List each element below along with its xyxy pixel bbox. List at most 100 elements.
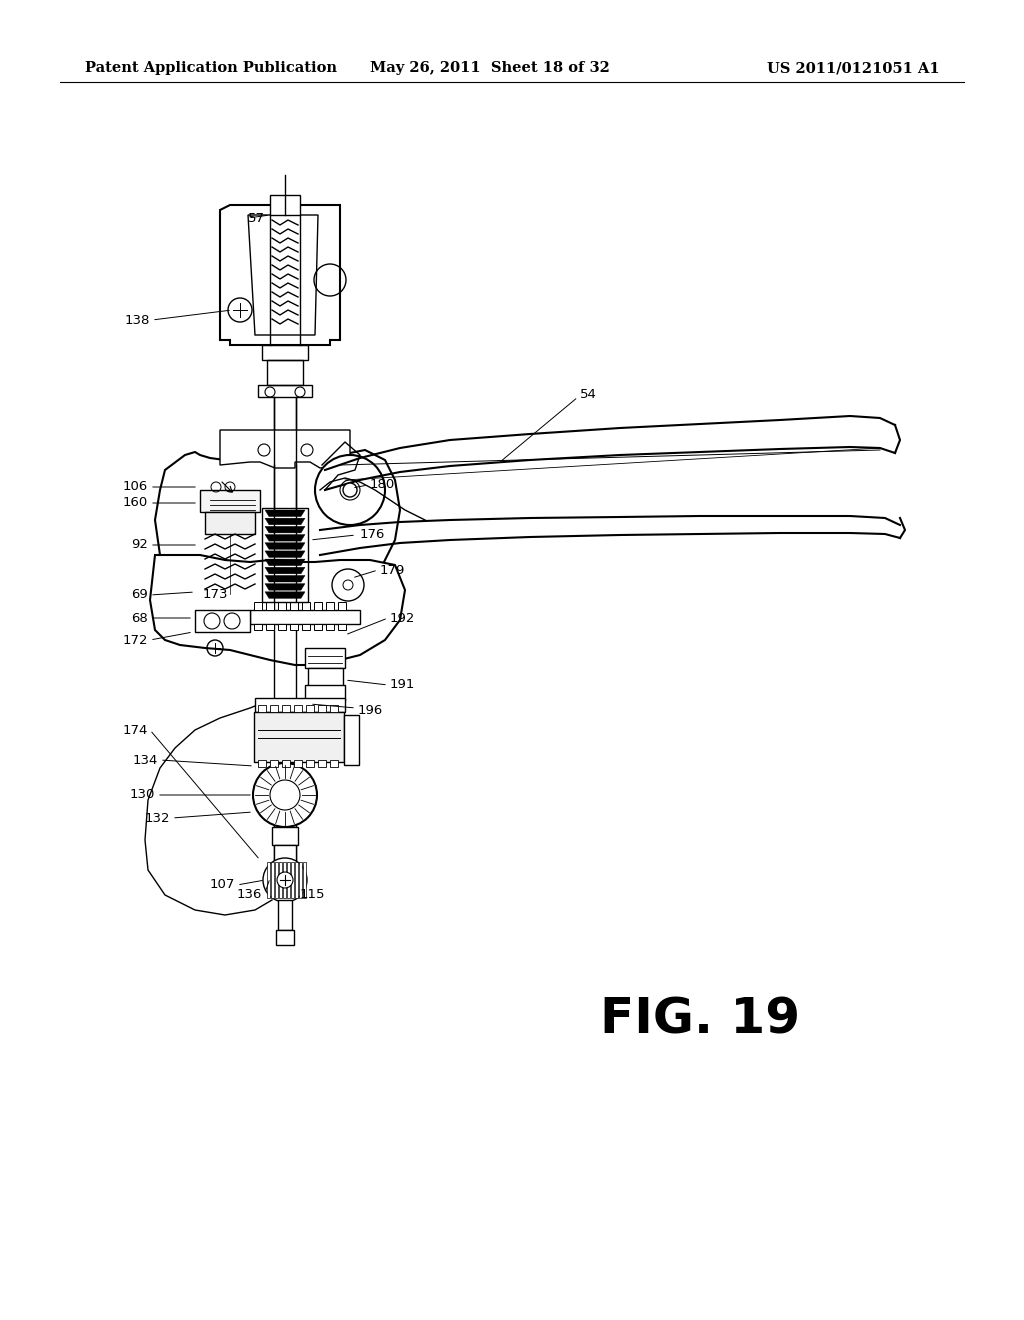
Circle shape [224, 612, 240, 630]
Polygon shape [150, 554, 406, 665]
Bar [326, 602, 334, 610]
Bar [306, 760, 314, 767]
Text: Patent Application Publication: Patent Application Publication [85, 61, 337, 75]
Text: 57: 57 [248, 211, 265, 224]
Bar [290, 624, 298, 630]
Bar [279, 862, 282, 898]
Bar [270, 760, 278, 767]
Polygon shape [265, 519, 305, 525]
Text: 174: 174 [123, 723, 148, 737]
Text: 130: 130 [130, 788, 155, 801]
Bar [283, 862, 286, 898]
Text: 176: 176 [360, 528, 385, 541]
Bar [278, 624, 286, 630]
Bar [205, 512, 255, 535]
Bar [276, 931, 294, 945]
Bar [274, 845, 296, 865]
Bar [258, 760, 266, 767]
Bar [305, 648, 345, 668]
Polygon shape [265, 568, 305, 574]
Text: May 26, 2011  Sheet 18 of 32: May 26, 2011 Sheet 18 of 32 [370, 61, 610, 75]
Circle shape [343, 483, 357, 498]
Bar [262, 508, 308, 602]
Bar [262, 345, 308, 360]
Text: 180: 180 [370, 479, 395, 491]
Bar [278, 900, 292, 931]
Bar [302, 624, 310, 630]
Bar [302, 602, 310, 610]
Text: US 2011/0121051 A1: US 2011/0121051 A1 [767, 61, 940, 75]
Bar [275, 862, 278, 898]
Text: 106: 106 [123, 480, 148, 494]
Text: 172: 172 [123, 634, 148, 647]
Bar [282, 760, 290, 767]
Bar [303, 862, 306, 898]
Text: 107: 107 [210, 879, 234, 891]
Bar [266, 624, 274, 630]
Text: 179: 179 [380, 564, 406, 577]
Bar [200, 490, 260, 512]
Bar [314, 602, 322, 610]
Text: 54: 54 [580, 388, 597, 401]
Polygon shape [265, 510, 305, 516]
Bar [308, 668, 343, 686]
Circle shape [263, 858, 307, 902]
Bar [271, 862, 274, 898]
Bar [338, 602, 346, 610]
Bar [266, 602, 274, 610]
Bar [318, 705, 326, 711]
Text: FIG. 19: FIG. 19 [600, 997, 800, 1044]
Bar [326, 624, 334, 630]
Bar [258, 385, 312, 397]
Polygon shape [155, 450, 400, 618]
Bar [330, 705, 338, 711]
Polygon shape [265, 560, 305, 566]
Polygon shape [270, 195, 300, 215]
Bar [250, 610, 360, 624]
Bar [272, 828, 298, 845]
Polygon shape [265, 591, 305, 598]
Text: 115: 115 [300, 888, 326, 902]
Bar [305, 685, 345, 701]
Text: 160: 160 [123, 496, 148, 510]
Text: 136: 136 [237, 888, 262, 902]
Circle shape [332, 569, 364, 601]
Text: 192: 192 [390, 611, 416, 624]
Polygon shape [265, 583, 305, 590]
Text: 196: 196 [358, 704, 383, 717]
Polygon shape [265, 543, 305, 549]
Bar [278, 602, 286, 610]
Text: 69: 69 [131, 589, 148, 602]
Circle shape [315, 455, 385, 525]
Bar [314, 624, 322, 630]
Bar [330, 760, 338, 767]
Circle shape [204, 612, 220, 630]
Bar [306, 705, 314, 711]
Bar [267, 360, 303, 385]
Circle shape [278, 873, 293, 888]
Bar [318, 760, 326, 767]
Bar [254, 624, 262, 630]
Circle shape [253, 763, 317, 828]
Text: 173: 173 [203, 589, 228, 602]
Bar [344, 715, 359, 766]
Bar [267, 862, 270, 898]
Polygon shape [265, 550, 305, 557]
Bar [290, 602, 298, 610]
Bar [282, 705, 290, 711]
Polygon shape [265, 535, 305, 541]
Bar [287, 862, 290, 898]
Bar [338, 624, 346, 630]
Polygon shape [265, 576, 305, 582]
Bar [255, 698, 345, 711]
Bar [294, 705, 302, 711]
Bar [270, 705, 278, 711]
Text: 132: 132 [144, 812, 170, 825]
Bar [258, 705, 266, 711]
Text: 68: 68 [131, 611, 148, 624]
Bar [254, 711, 344, 762]
Bar [294, 760, 302, 767]
Bar [291, 862, 294, 898]
Bar [254, 602, 262, 610]
Text: 134: 134 [133, 754, 158, 767]
